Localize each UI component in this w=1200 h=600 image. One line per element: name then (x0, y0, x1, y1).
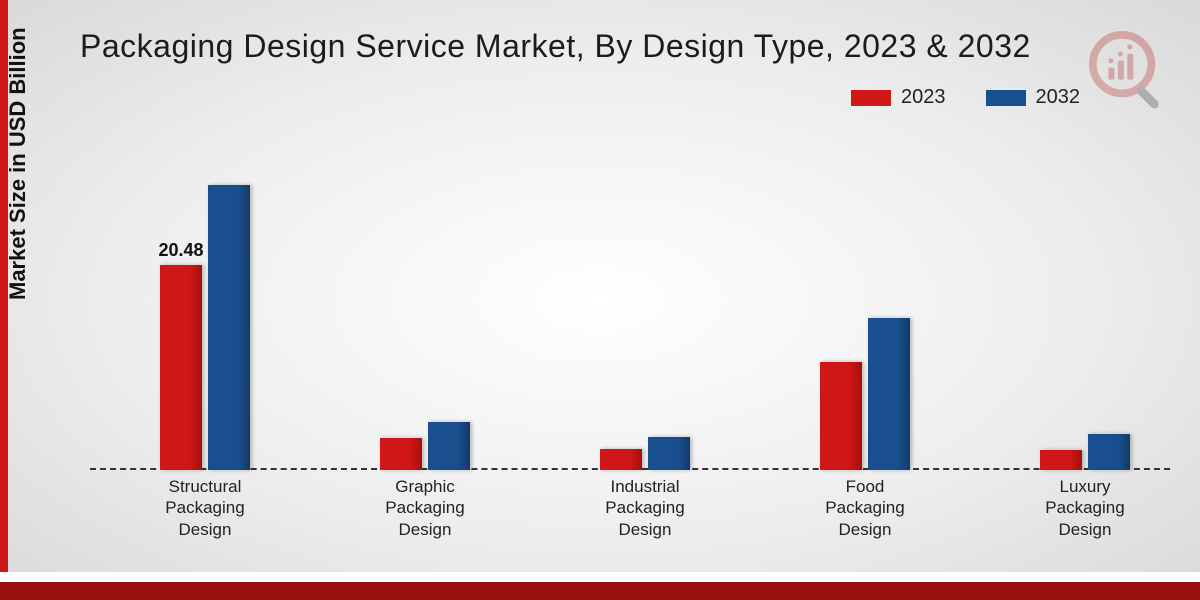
legend-swatch-2032 (986, 90, 1026, 106)
bar-group (820, 318, 910, 470)
legend-item-2023: 2023 (851, 86, 946, 109)
bar-group (600, 437, 690, 470)
bar-2032 (428, 422, 470, 470)
x-axis-label: FoodPackagingDesign (795, 476, 935, 540)
bar-2023 (1040, 450, 1082, 470)
x-axis-label: GraphicPackagingDesign (355, 476, 495, 540)
bar-group (1040, 434, 1130, 470)
legend-label-2032: 2032 (1036, 86, 1081, 109)
x-axis-label: IndustrialPackagingDesign (575, 476, 715, 540)
bar-group (160, 185, 250, 470)
bar-value-label: 20.48 (158, 240, 203, 261)
legend-item-2032: 2032 (986, 86, 1081, 109)
plot-area: 20.48 (90, 150, 1170, 470)
legend-label-2023: 2023 (901, 86, 946, 109)
chart-title: Packaging Design Service Market, By Desi… (80, 28, 1031, 65)
y-axis-label: Market Size in USD Billion (5, 27, 31, 300)
bar-group (380, 422, 470, 470)
bar-2023 (600, 449, 642, 470)
bar-2032 (648, 437, 690, 470)
bar-2023 (160, 265, 202, 470)
brand-logo-icon (1086, 28, 1172, 114)
legend-swatch-2023 (851, 90, 891, 106)
bar-2032 (208, 185, 250, 470)
legend: 2023 2032 (851, 86, 1080, 109)
chart-container: Packaging Design Service Market, By Desi… (0, 0, 1200, 600)
bottom-divider (0, 572, 1200, 582)
bar-2032 (868, 318, 910, 470)
bar-2023 (380, 438, 422, 470)
x-axis-labels: StructuralPackagingDesign GraphicPackagin… (90, 476, 1170, 556)
brand-bottom-bar (0, 582, 1200, 600)
bar-2032 (1088, 434, 1130, 470)
x-axis-label: LuxuryPackagingDesign (1015, 476, 1155, 540)
x-axis-label: StructuralPackagingDesign (135, 476, 275, 540)
bar-2023 (820, 362, 862, 470)
